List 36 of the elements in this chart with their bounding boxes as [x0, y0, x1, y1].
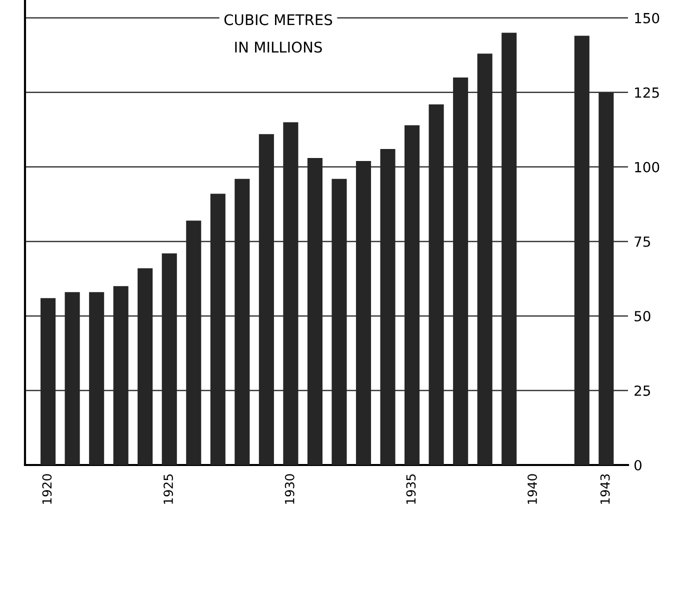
bar	[186, 220, 202, 465]
bar	[64, 292, 80, 465]
y-tick-label: 100	[635, 162, 660, 172]
bar	[40, 298, 56, 465]
x-tick-label: 1943	[600, 474, 610, 504]
bar	[477, 54, 492, 465]
bar	[332, 178, 347, 465]
bar	[356, 160, 372, 465]
bar	[307, 158, 322, 465]
bar	[162, 253, 177, 465]
bar	[502, 32, 517, 465]
bar	[113, 286, 128, 465]
bar	[428, 104, 444, 465]
bar	[283, 122, 298, 465]
bar	[380, 149, 396, 465]
x-tick-label: 1935	[406, 474, 416, 504]
y-tick-label: 150	[635, 12, 660, 24]
bar	[89, 292, 104, 465]
bar	[138, 268, 153, 465]
bar	[598, 92, 614, 465]
x-tick-label: 1930	[284, 474, 294, 504]
bar	[210, 194, 226, 465]
bar	[453, 78, 468, 465]
x-tick-label: 1920	[42, 474, 52, 504]
x-tick-label: 1940	[528, 474, 537, 504]
bar	[574, 36, 590, 465]
y-tick-label: 0	[634, 460, 642, 470]
y-tick-label: 50	[634, 310, 650, 322]
text: CUBIC METRES IN MILLIONS	[224, 14, 332, 53]
bar	[234, 178, 250, 465]
y-tick-label: 125	[635, 87, 659, 98]
bar	[404, 125, 420, 465]
y-tick-label: 75	[634, 236, 650, 247]
y-tick-label: 25	[634, 385, 650, 396]
bar	[258, 134, 274, 465]
x-tick-label: 1925	[164, 474, 174, 504]
